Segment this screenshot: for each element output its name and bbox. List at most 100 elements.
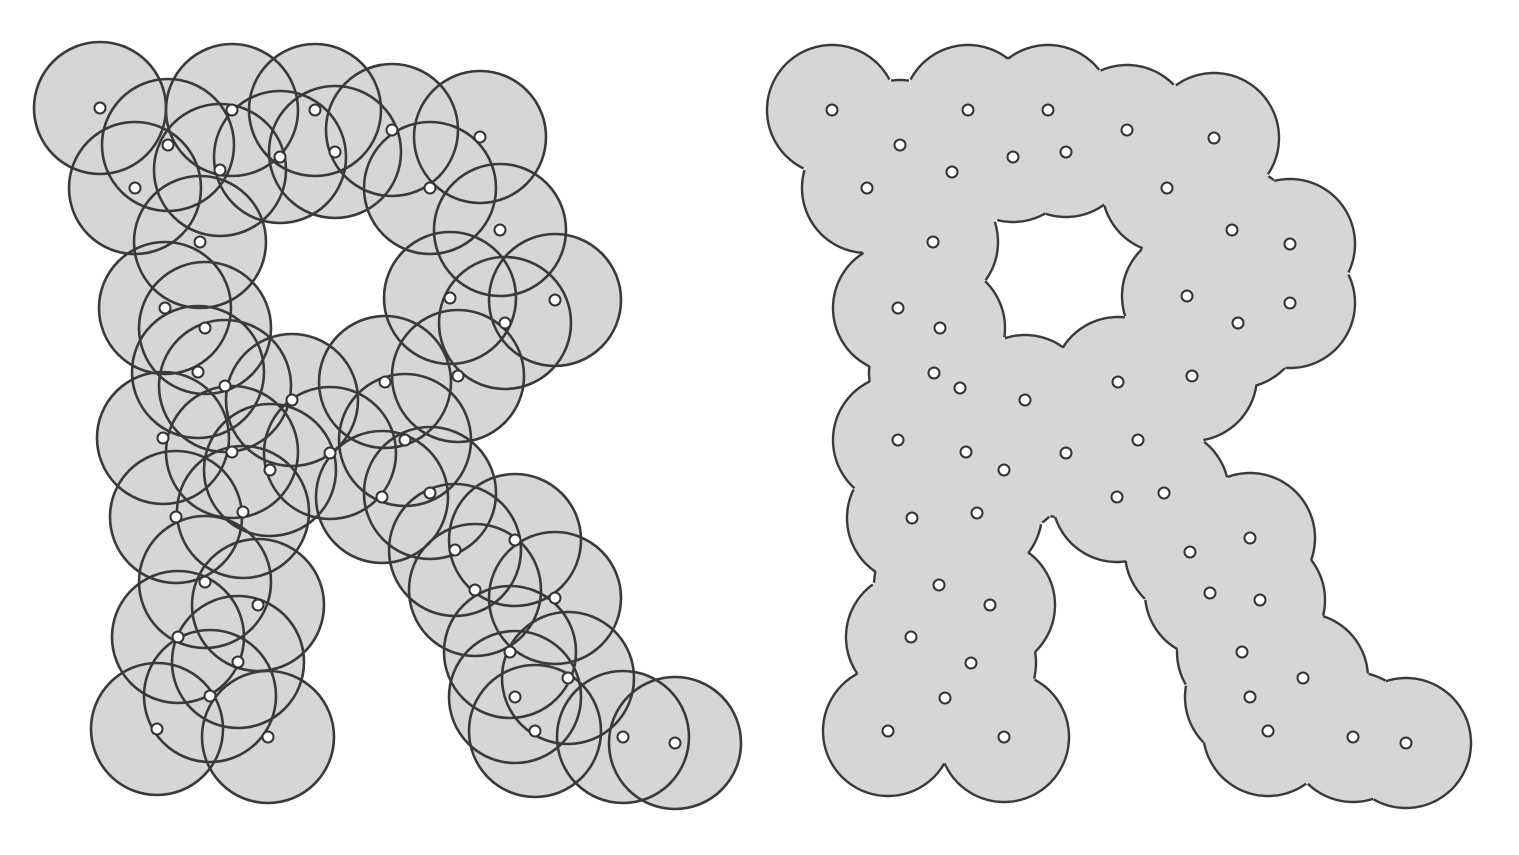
- union-outline-arc: [1203, 440, 1229, 478]
- right-site-point: [964, 656, 978, 670]
- right-site-point: [1296, 671, 1310, 685]
- union-outline-arc: [1372, 743, 1473, 810]
- left-site-point: [323, 446, 337, 460]
- circle-union-letter-r: [32, 40, 743, 811]
- union-outline-arc: [1385, 676, 1473, 743]
- left-site-point: [548, 591, 562, 605]
- right-site-point: [1018, 393, 1032, 407]
- right-site-point: [825, 103, 839, 117]
- left-disk-outline: [555, 669, 691, 805]
- right-site-point: [933, 321, 947, 335]
- left-disk-outline: [324, 62, 460, 198]
- union-outline-arc: [800, 169, 863, 254]
- left-site-point: [375, 490, 389, 504]
- left-site-point: [225, 103, 239, 117]
- left-disk-outline: [437, 255, 573, 391]
- left-site-point: [261, 730, 275, 744]
- union-outline-arc: [1285, 303, 1357, 370]
- right-site-point: [1120, 123, 1134, 137]
- union-outline-arc: [1321, 600, 1327, 616]
- right-site-point: [1041, 103, 1055, 117]
- left-disk-outline: [110, 569, 246, 705]
- union-outline-arc: [1061, 315, 1125, 349]
- union-outline-arc: [1033, 678, 1071, 737]
- left-fill-layer: [34, 42, 741, 809]
- left-site-point: [328, 145, 342, 159]
- right-site-point: [1399, 736, 1413, 750]
- right-site-point: [1283, 296, 1297, 310]
- right-site-point: [1207, 131, 1221, 145]
- right-site-point: [1111, 375, 1125, 389]
- left-site-point: [378, 375, 392, 389]
- right-site-point: [1157, 486, 1171, 500]
- right-site-point: [1231, 316, 1245, 330]
- left-disk-outline: [487, 530, 623, 666]
- left-site-point: [548, 293, 562, 307]
- union-outline-arc: [1027, 551, 1057, 605]
- left-site-point: [231, 655, 245, 669]
- left-site-point: [150, 722, 164, 736]
- left-site-point: [93, 101, 107, 115]
- left-site-point: [193, 235, 207, 249]
- left-disk-outline: [152, 102, 288, 238]
- union-outline-arc: [821, 672, 946, 798]
- left-disk-outline: [432, 162, 568, 298]
- left-site-point: [169, 510, 183, 524]
- union-outline-arc: [1266, 138, 1281, 175]
- union-outline-arc: [1100, 63, 1175, 86]
- right-site-point: [1180, 289, 1194, 303]
- union-outline-arc: [1041, 515, 1050, 524]
- right-site-point: [938, 691, 952, 705]
- left-site-point: [503, 645, 517, 659]
- union-outline-arc: [1103, 205, 1144, 250]
- left-site-point: [225, 445, 239, 459]
- right-site-point: [1235, 645, 1249, 659]
- right-site-point: [1183, 545, 1197, 559]
- left-site-point: [308, 103, 322, 117]
- left-site-point: [508, 690, 522, 704]
- left-site-point: [423, 181, 437, 195]
- left-site-point: [493, 223, 507, 237]
- union-outline-arc: [1004, 333, 1064, 349]
- left-disk-outline: [500, 610, 636, 746]
- left-site-point: [263, 463, 277, 477]
- union-outline-arc: [831, 251, 871, 368]
- left-site-point: [156, 431, 170, 445]
- union-outline-arc: [1175, 71, 1281, 138]
- union-outline-arc: [1003, 328, 1007, 338]
- left-site-point: [251, 598, 265, 612]
- left-disk-outline: [607, 675, 743, 811]
- right-site-point: [905, 511, 919, 525]
- union-outline-arc: [984, 242, 1000, 281]
- union-outline-arc: [844, 583, 874, 674]
- left-disk-outline: [467, 663, 603, 799]
- union-outline-arc: [1027, 524, 1043, 554]
- union-outline-arc: [1202, 742, 1307, 798]
- left-disk-outline: [170, 594, 306, 730]
- left-site-point: [198, 575, 212, 589]
- union-outline-arc: [1054, 516, 1127, 564]
- right-site-point: [881, 724, 895, 738]
- left-disk-outline: [442, 584, 578, 720]
- left-site-point: [451, 369, 465, 383]
- right-site-point: [1225, 223, 1239, 237]
- left-disk-outline: [447, 472, 583, 608]
- right-site-point: [860, 181, 874, 195]
- right-site-point: [1059, 145, 1073, 159]
- left-site-point: [561, 671, 575, 685]
- right-union-outline: [765, 43, 1473, 810]
- right-site-point: [1006, 150, 1020, 164]
- union-outline-arc: [1307, 782, 1374, 804]
- left-disk-outline: [97, 240, 233, 376]
- left-site-point: [528, 724, 542, 738]
- union-outline-arc: [845, 488, 877, 573]
- right-site-point: [893, 138, 907, 152]
- left-disk-outline: [362, 425, 498, 561]
- union-outline-arc: [890, 78, 910, 82]
- left-disk-outline: [412, 69, 548, 205]
- right-site-point: [945, 165, 959, 179]
- left-disk-outline: [95, 370, 231, 506]
- left-disk-outline: [200, 669, 336, 805]
- left-disk-outline: [447, 629, 583, 765]
- left-site-point: [423, 486, 437, 500]
